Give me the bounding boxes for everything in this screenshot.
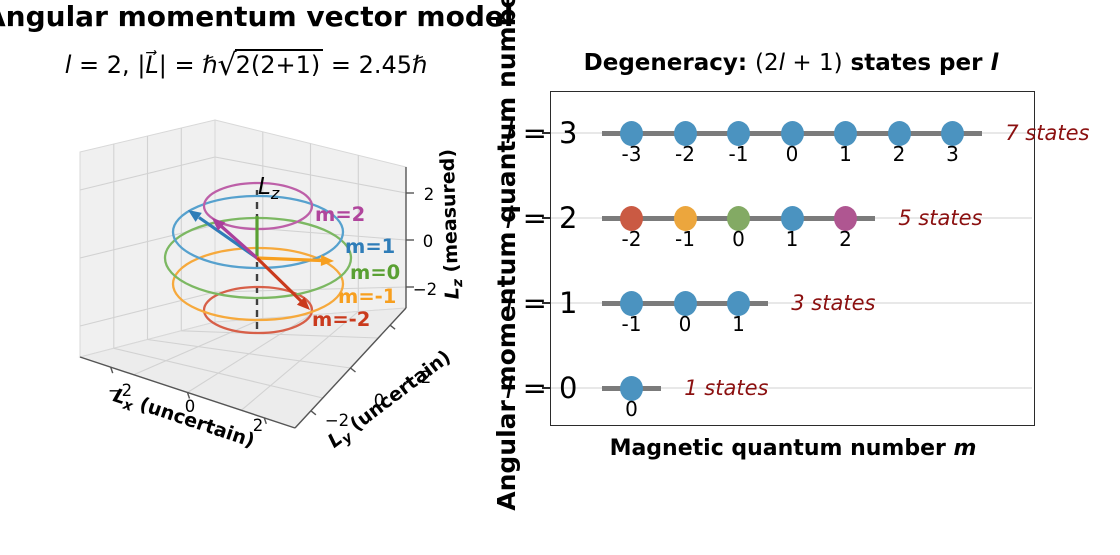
y-tick-label-prefix: l = bbox=[505, 371, 547, 405]
x-tick-0: 0 bbox=[185, 397, 196, 416]
state-dot bbox=[620, 120, 643, 146]
vector-model-3d-plot: −2 0 2 −2 0 2 2 0 −2 Lz m=2 m=1 m=0 m=-1 bbox=[78, 119, 466, 452]
right-plot-title: Degeneracy: (2l + 1) states per l bbox=[583, 50, 999, 76]
right-plot-x-label: Magnetic quantum number m bbox=[609, 436, 977, 461]
states-count-label: 1 states bbox=[684, 376, 769, 400]
y-tick-label-value: 3 bbox=[559, 116, 578, 150]
state-dot bbox=[620, 290, 643, 316]
vector-m-2-shaft bbox=[220, 225, 259, 260]
m-tick-label: 2 bbox=[839, 227, 852, 251]
y-tick-label-value: 1 bbox=[559, 286, 578, 320]
vector-m-minus2-head bbox=[296, 297, 310, 310]
label-m-minus2: m=-2 bbox=[312, 308, 370, 331]
y-tick-0: 0 bbox=[374, 391, 385, 410]
m-value-labels: m=2 m=1 m=0 m=-1 m=-2 bbox=[312, 203, 400, 331]
right-plot-axes-box bbox=[550, 91, 1035, 426]
y-tick-mark bbox=[542, 132, 550, 134]
state-dot bbox=[620, 375, 643, 401]
label-m-1: m=1 bbox=[345, 235, 395, 258]
m-tick-label: -1 bbox=[675, 227, 695, 251]
state-dot bbox=[834, 120, 857, 146]
figure-canvas: { "left_plot": { "title": "Angular momen… bbox=[0, 0, 1090, 511]
states-count-label: 5 states bbox=[898, 206, 983, 230]
l-symbol: l bbox=[505, 286, 514, 320]
m-tick-label: -2 bbox=[621, 227, 642, 251]
3d-axis-spines bbox=[79, 167, 414, 429]
state-dot bbox=[673, 120, 697, 146]
y-tick-label-prefix: l = bbox=[505, 116, 547, 150]
z-tick--2: −2 bbox=[413, 280, 437, 299]
3d-tick-labels: −2 0 2 −2 0 2 2 0 −2 bbox=[108, 185, 437, 435]
m-tick-label: -1 bbox=[728, 142, 749, 166]
vector-m-minus2-shaft bbox=[255, 256, 303, 303]
radicand: 2(2+1) bbox=[234, 49, 324, 79]
l-symbol: l bbox=[505, 116, 514, 150]
vector-m-minus1-shaft bbox=[256, 256, 322, 263]
state-dot bbox=[727, 120, 750, 146]
z-axis-label: Lz (measured) bbox=[436, 149, 466, 300]
subtitle-L-vector: L⃗ bbox=[145, 51, 159, 79]
subtitle-l: l bbox=[64, 51, 72, 79]
l-symbol: l bbox=[505, 371, 514, 405]
state-dot bbox=[941, 120, 964, 146]
y-tick-label-value: 0 bbox=[559, 371, 578, 405]
m-tick-label: -1 bbox=[621, 312, 642, 336]
sqrt-symbol: √ bbox=[217, 48, 237, 83]
state-dot bbox=[887, 120, 911, 146]
vector-m-2-head bbox=[212, 218, 226, 231]
angular-momentum-vectors bbox=[188, 210, 334, 310]
vector-m-1-head bbox=[188, 210, 202, 222]
y-tick--2: −2 bbox=[325, 411, 349, 430]
m-tick-label: 1 bbox=[732, 312, 745, 336]
circle-m-1 bbox=[171, 194, 345, 270]
lz-axis-marker: Lz bbox=[258, 174, 280, 203]
x-tick--2: −2 bbox=[108, 381, 132, 400]
z-tick-0: 0 bbox=[423, 232, 434, 251]
state-dot bbox=[620, 205, 643, 231]
state-dot bbox=[780, 120, 804, 146]
label-m-2: m=2 bbox=[315, 203, 365, 226]
l-symbol: l bbox=[505, 201, 514, 235]
y-tick-label-prefix: l = bbox=[505, 286, 547, 320]
state-dot bbox=[673, 290, 697, 316]
state-dot bbox=[727, 290, 750, 316]
m-tick-label: 1 bbox=[785, 227, 799, 251]
state-dot bbox=[780, 205, 804, 231]
states-count-label: 7 states bbox=[1005, 121, 1090, 145]
y-tick-2: 2 bbox=[421, 368, 432, 387]
z-tick-2: 2 bbox=[424, 185, 435, 204]
m-tick-label: 1 bbox=[839, 142, 852, 166]
m-tick-label: 0 bbox=[785, 142, 799, 166]
x-tick-2: 2 bbox=[253, 416, 264, 435]
m-tick-label: 0 bbox=[678, 312, 692, 336]
row-gridline bbox=[551, 387, 1032, 389]
y-tick-label-value: 2 bbox=[559, 201, 578, 235]
y-tick-mark bbox=[542, 217, 550, 219]
state-dot bbox=[673, 205, 697, 231]
state-dot bbox=[834, 205, 857, 231]
states-count-label: 3 states bbox=[791, 291, 876, 315]
left-plot-subtitle: l = 2, |L⃗| = ℏ√2(2+1) = 2.45ℏ bbox=[64, 48, 428, 83]
state-dot bbox=[727, 205, 750, 231]
label-m-minus1: m=-1 bbox=[338, 285, 396, 308]
m-tick-label: 3 bbox=[946, 142, 959, 166]
m-tick-label: -3 bbox=[621, 142, 642, 166]
left-plot-title: Angular momentum vector model bbox=[0, 0, 514, 33]
y-tick-mark bbox=[542, 302, 550, 304]
m-tick-label: 2 bbox=[892, 142, 906, 166]
row-gridline bbox=[551, 302, 1032, 304]
m-tick-label: -2 bbox=[675, 142, 695, 166]
right-plot-y-label: Angular momentum quantum number bbox=[492, 0, 521, 511]
label-m-0: m=0 bbox=[350, 261, 400, 284]
y-tick-label-prefix: l = bbox=[505, 201, 547, 235]
m-tick-label: 0 bbox=[625, 397, 638, 421]
vector-m-minus1-head bbox=[320, 255, 334, 266]
y-tick-mark bbox=[542, 387, 550, 389]
circle-m-minus2 bbox=[202, 285, 314, 335]
m-tick-label: 0 bbox=[732, 227, 745, 251]
